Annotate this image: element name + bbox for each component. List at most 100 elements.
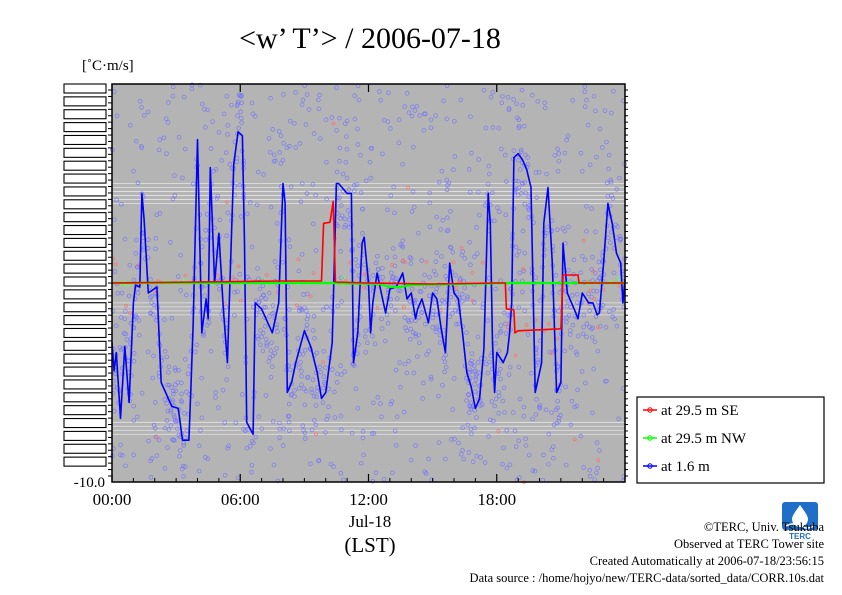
scatter-point <box>310 377 316 383</box>
scatter-point <box>468 114 473 119</box>
scatter-point <box>225 210 231 216</box>
scatter-point <box>567 332 573 337</box>
scatter-point <box>172 173 177 178</box>
scatter-point <box>274 325 279 330</box>
scatter-point <box>267 314 272 319</box>
scatter-point <box>141 113 147 118</box>
scatter-point <box>575 300 580 305</box>
scatter-point <box>131 403 136 409</box>
scatter-point <box>110 390 116 396</box>
scatter-point <box>516 248 522 254</box>
scatter-point <box>615 224 621 229</box>
scatter-point <box>422 469 428 475</box>
scatter-point <box>149 294 154 299</box>
x-axis-title: (LST) <box>344 533 395 557</box>
scatter-point <box>338 413 344 419</box>
scatter-point <box>269 364 275 369</box>
scatter-point <box>363 328 368 334</box>
series-line <box>111 200 625 334</box>
scatter-point <box>371 400 376 406</box>
scatter-point <box>321 374 327 379</box>
scatter-point <box>470 299 475 303</box>
scatter-point <box>182 410 187 416</box>
scatter-point <box>490 90 496 95</box>
scatter-point <box>444 177 450 183</box>
scatter-point <box>152 400 158 405</box>
scatter-point <box>293 145 299 150</box>
scatter-point <box>604 180 610 186</box>
scatter-point <box>406 319 412 324</box>
scatter-point <box>199 375 204 381</box>
scatter-point <box>151 353 156 359</box>
scatter-point <box>299 102 305 107</box>
scatter-point <box>591 269 596 274</box>
scatter-point <box>515 179 521 184</box>
scatter-point <box>381 476 387 482</box>
scatter-point <box>427 274 432 280</box>
scatter-point <box>445 215 450 221</box>
scatter-point <box>564 315 570 320</box>
scatter-point <box>546 431 552 437</box>
scatter-point <box>300 352 306 357</box>
scatter-point <box>402 305 406 310</box>
scatter-point <box>498 376 504 382</box>
scatter-point <box>189 82 195 88</box>
scatter-point <box>299 382 304 387</box>
scatter-point <box>302 402 308 408</box>
scatter-point <box>118 452 123 457</box>
scatter-point <box>388 193 394 198</box>
scatter-point <box>261 305 267 310</box>
scatter-point <box>556 309 562 314</box>
scatter-point <box>178 288 183 293</box>
scatter-point <box>170 437 175 442</box>
scatter-point <box>385 320 391 326</box>
scatter-point <box>131 351 137 356</box>
scatter-point <box>439 298 445 303</box>
scatter-point <box>501 385 507 391</box>
scatter-point <box>393 367 399 373</box>
scatter-point <box>302 347 308 353</box>
scatter-point <box>484 361 489 367</box>
scatter-point <box>438 227 444 232</box>
scatter-point <box>433 259 439 265</box>
y-tick-label-overprint <box>63 315 107 326</box>
scatter-point <box>243 428 248 433</box>
scatter-point <box>133 251 139 256</box>
scatter-point <box>451 167 456 173</box>
scatter-point <box>608 177 614 183</box>
scatter-point <box>454 289 459 295</box>
scatter-point <box>163 116 169 122</box>
scatter-point <box>469 362 474 367</box>
scatter-point <box>360 435 366 441</box>
scatter-point <box>216 405 221 410</box>
scatter-point <box>544 224 550 230</box>
scatter-point <box>304 191 310 196</box>
scatter-point <box>165 408 171 414</box>
scatter-point <box>131 418 136 423</box>
scatter-point <box>497 209 502 215</box>
y-tick-label-overprint <box>63 302 107 313</box>
scatter-point <box>323 430 328 435</box>
scatter-point <box>263 336 269 342</box>
scatter-point <box>525 162 531 167</box>
scatter-point <box>494 333 500 339</box>
scatter-point <box>535 357 540 363</box>
scatter-point <box>604 378 609 384</box>
scatter-point <box>462 255 467 261</box>
scatter-point <box>335 303 340 309</box>
y-tick-label-overprint <box>63 430 107 441</box>
scatter-point <box>317 364 322 370</box>
scatter-point <box>472 389 478 394</box>
scatter-point <box>436 179 442 185</box>
scatter-point <box>225 445 230 451</box>
scatter-point <box>516 438 521 444</box>
scatter-point <box>398 288 403 294</box>
scatter-point <box>372 341 378 347</box>
scatter-point <box>617 175 622 181</box>
scatter-point <box>162 348 168 354</box>
scatter-point <box>512 428 518 434</box>
reference-lines <box>112 183 625 435</box>
y-tick-label-overprint <box>63 250 107 261</box>
scatter-point <box>472 382 477 387</box>
scatter-point <box>485 370 491 376</box>
